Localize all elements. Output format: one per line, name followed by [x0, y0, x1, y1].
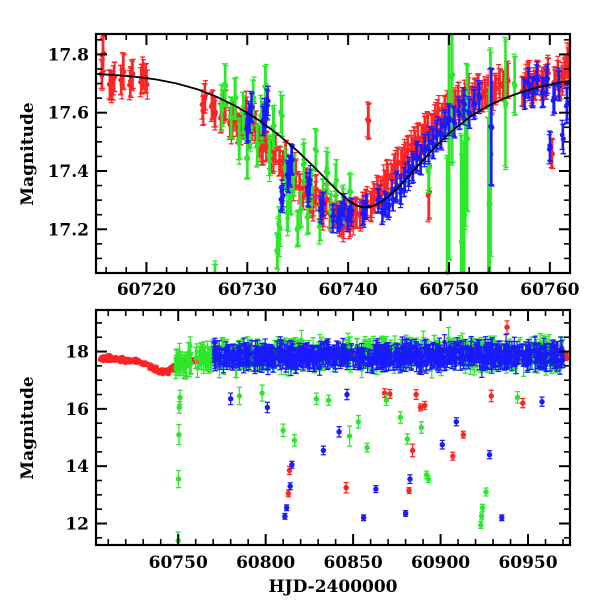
series-red-band [98, 34, 572, 243]
xtick-label: 60760 [520, 280, 579, 300]
top-panel-ylabel: Magnitude [18, 102, 38, 206]
data-point [334, 177, 340, 183]
bottom-panel-data-layer [98, 320, 570, 545]
data-point [325, 170, 331, 176]
data-point [443, 121, 449, 127]
data-point [290, 157, 295, 162]
data-point [233, 95, 239, 101]
ytick-label: 17.8 [48, 45, 89, 65]
data-point [271, 123, 277, 129]
data-point [427, 164, 433, 170]
xtick-label: 60730 [218, 280, 277, 300]
data-point [249, 105, 255, 110]
data-point [302, 160, 307, 166]
series-green-band [211, 34, 518, 276]
ytick-label: 17.4 [48, 162, 90, 182]
data-point [236, 141, 242, 147]
data-point [265, 102, 270, 108]
data-point [505, 78, 511, 84]
data-point [436, 107, 442, 113]
xtick-label: 60720 [117, 280, 176, 300]
data-point [349, 207, 355, 213]
data-point [493, 85, 499, 91]
data-point [121, 69, 127, 75]
data-point [342, 202, 348, 208]
ytick-label: 17.6 [48, 104, 89, 124]
data-point [307, 177, 313, 183]
data-point [306, 213, 311, 219]
xtick-label: 60740 [319, 280, 378, 300]
ytick-label: 17.2 [48, 220, 89, 240]
data-point [130, 71, 136, 77]
data-point [265, 98, 271, 104]
data-point [472, 101, 478, 107]
data-point [548, 144, 553, 150]
data-point [280, 192, 286, 198]
top-panel-tick-labels: 60720 60730 60740 60750 60760 17.2 17.4 17.6 17.… [48, 45, 580, 300]
data-point [330, 218, 336, 224]
data-point [465, 136, 471, 142]
data-point [462, 101, 468, 107]
data-point [561, 136, 566, 142]
data-point [268, 152, 273, 158]
data-point [331, 213, 337, 219]
data-point [366, 118, 372, 124]
data-point [203, 92, 208, 98]
data-point [431, 141, 437, 147]
data-point [461, 107, 467, 113]
microlensing-model-curve [95, 73, 571, 209]
data-point [267, 158, 273, 164]
data-point [348, 189, 354, 195]
data-point [398, 187, 404, 193]
data-point [530, 88, 536, 94]
data-point [251, 95, 257, 100]
data-point [298, 206, 304, 212]
data-point [245, 155, 251, 161]
data-point [452, 121, 458, 126]
xtick-label: 60750 [419, 280, 478, 300]
data-point [324, 197, 330, 203]
data-point [219, 107, 225, 113]
data-point [285, 215, 291, 221]
data-point [512, 83, 518, 88]
data-point [390, 196, 396, 202]
data-point [241, 113, 247, 119]
top-panel-axes [94, 32, 572, 275]
data-point [467, 111, 473, 116]
data-point [557, 83, 562, 89]
data-point [535, 77, 541, 83]
data-point [439, 133, 445, 138]
data-point [522, 91, 528, 97]
top-panel-box [94, 32, 572, 275]
data-point [277, 226, 283, 232]
data-point [387, 203, 392, 208]
data-point [223, 83, 229, 89]
data-point [213, 109, 219, 115]
data-point [545, 76, 551, 82]
top-panel-data-layer [98, 34, 572, 276]
data-point [550, 151, 556, 157]
data-point [477, 94, 483, 100]
data-point [541, 90, 546, 95]
data-point [450, 72, 456, 78]
data-point [273, 147, 279, 153]
data-point [447, 116, 453, 122]
data-point [314, 148, 319, 154]
data-point [280, 113, 285, 119]
data-point [321, 201, 327, 207]
data-point [489, 125, 495, 131]
data-point [237, 136, 243, 142]
data-point [255, 141, 261, 147]
data-point [457, 111, 463, 117]
data-point [526, 83, 532, 89]
top-panel: 60720 60730 60740 60750 60760 17.2 17.4 17.6 17.… [18, 32, 580, 300]
data-point [503, 100, 509, 106]
data-point [144, 82, 150, 87]
